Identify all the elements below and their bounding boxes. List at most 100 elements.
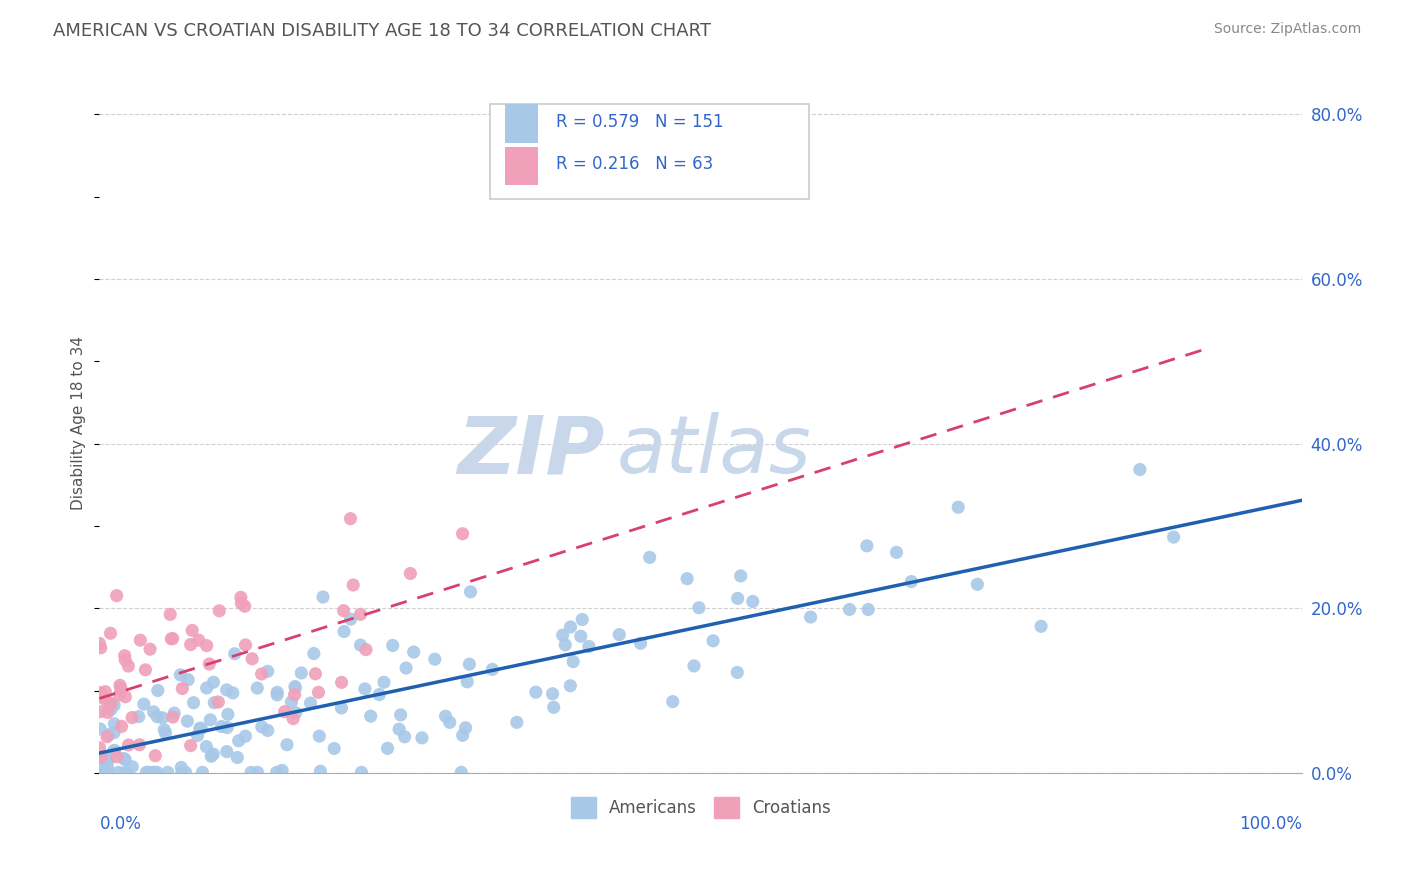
Point: [153, 723, 176, 737]
Point: [266, 685, 288, 699]
Point: [886, 545, 908, 559]
Point: [451, 526, 474, 541]
Point: [202, 675, 225, 690]
Point: [187, 729, 209, 743]
Point: [190, 722, 212, 736]
Point: [211, 719, 233, 733]
Point: [128, 738, 150, 752]
Point: [394, 730, 416, 744]
Point: [156, 765, 179, 780]
Point: [411, 731, 433, 745]
Point: [381, 639, 404, 653]
Point: [283, 712, 305, 726]
Point: [856, 539, 879, 553]
Point: [966, 577, 988, 591]
FancyBboxPatch shape: [491, 104, 808, 199]
Point: [89, 740, 111, 755]
Point: [434, 709, 457, 723]
Point: [228, 733, 250, 747]
Point: [290, 665, 312, 680]
Point: [229, 591, 252, 605]
Point: [91, 753, 114, 767]
Point: [948, 500, 970, 515]
Point: [240, 765, 263, 780]
Point: [349, 607, 371, 622]
Point: [195, 739, 218, 754]
Point: [560, 620, 582, 634]
Point: [198, 657, 221, 671]
Point: [571, 613, 593, 627]
Point: [195, 639, 218, 653]
Point: [200, 749, 222, 764]
Point: [108, 688, 131, 702]
Point: [155, 726, 177, 740]
Point: [224, 647, 246, 661]
Point: [439, 715, 461, 730]
Point: [181, 624, 204, 638]
Point: [110, 681, 132, 695]
Point: [110, 719, 132, 733]
Point: [451, 728, 474, 742]
Point: [100, 702, 122, 716]
Point: [246, 681, 269, 695]
Point: [105, 589, 128, 603]
Point: [117, 659, 139, 673]
Point: [93, 754, 115, 768]
Point: [350, 765, 373, 780]
Point: [683, 659, 706, 673]
Point: [730, 569, 752, 583]
Point: [354, 681, 377, 696]
Point: [128, 709, 150, 723]
Point: [94, 684, 117, 698]
Point: [280, 695, 302, 709]
Point: [143, 748, 166, 763]
Point: [217, 721, 239, 735]
Point: [134, 663, 156, 677]
Point: [541, 687, 564, 701]
Point: [103, 745, 125, 759]
Point: [284, 706, 307, 720]
Point: [139, 642, 162, 657]
Point: [454, 721, 477, 735]
Point: [91, 688, 114, 702]
Point: [200, 713, 222, 727]
Text: Source: ZipAtlas.com: Source: ZipAtlas.com: [1213, 22, 1361, 37]
Point: [330, 701, 353, 715]
Point: [100, 697, 122, 711]
Point: [342, 578, 364, 592]
Point: [481, 662, 503, 676]
Point: [1129, 462, 1152, 476]
Point: [235, 638, 257, 652]
Point: [423, 652, 446, 666]
Point: [373, 675, 395, 690]
Point: [560, 679, 582, 693]
Point: [456, 674, 478, 689]
Point: [103, 716, 125, 731]
Point: [135, 765, 157, 780]
Text: 100.0%: 100.0%: [1239, 815, 1302, 833]
Point: [299, 696, 322, 710]
Point: [215, 682, 238, 697]
Point: [377, 741, 399, 756]
Point: [271, 764, 294, 778]
Point: [129, 633, 152, 648]
Point: [725, 665, 748, 680]
Point: [180, 739, 202, 753]
Point: [332, 604, 354, 618]
Point: [195, 681, 218, 695]
Point: [217, 707, 239, 722]
Point: [607, 627, 630, 641]
Point: [215, 745, 238, 759]
Point: [117, 738, 139, 752]
Point: [506, 715, 529, 730]
Point: [97, 706, 120, 720]
Point: [91, 690, 114, 705]
Point: [389, 707, 412, 722]
Point: [273, 705, 295, 719]
Point: [96, 694, 118, 708]
Point: [741, 594, 763, 608]
Y-axis label: Disability Age 18 to 34: Disability Age 18 to 34: [72, 336, 86, 510]
Point: [202, 696, 225, 710]
Point: [162, 632, 184, 646]
Point: [108, 678, 131, 692]
